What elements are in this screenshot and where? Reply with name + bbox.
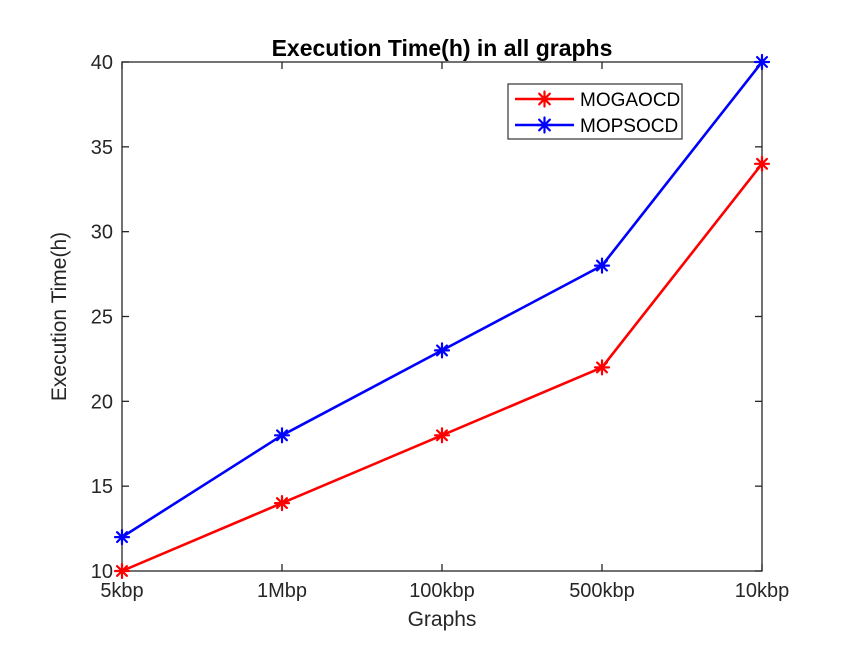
marker-asterisk-mopsocd: [433, 342, 451, 359]
legend: MOGAOCD MOPSOCD: [507, 83, 683, 140]
series-line-mogaocd: [121, 162, 764, 573]
y-tick-label-20: 20: [91, 391, 113, 413]
marker-asterisk-mopsocd: [593, 257, 611, 274]
x-axis-label: Graphs: [408, 608, 477, 631]
marker-asterisk-mogaocd: [113, 562, 131, 580]
marker-asterisk-mogaocd: [433, 427, 451, 444]
legend-label-mogaocd: MOGAOCD: [580, 90, 680, 111]
legend-entry-mogaocd: MOGAOCD: [515, 90, 680, 111]
chart-title: Execution Time(h) in all graphs: [272, 35, 613, 61]
marker-asterisk-mopsocd: [273, 427, 291, 444]
marker-asterisk-mopsocd: [113, 529, 131, 546]
y-tick-label-15: 15: [91, 476, 113, 498]
y-tick-label-10: 10: [91, 561, 113, 583]
y-tick-label-25: 25: [91, 307, 113, 329]
marker-asterisk-mogaocd: [593, 359, 611, 376]
x-tick-label-5kbp: 5kbp: [100, 580, 143, 602]
legend-box: [507, 83, 683, 140]
x-tick-label-500kbp: 500kbp: [569, 580, 635, 602]
marker-asterisk-mopsocd: [753, 53, 771, 71]
legend-entry-mopsocd: MOPSOCD: [515, 116, 678, 137]
marker-asterisk-mogaocd: [753, 155, 771, 172]
y-tick-label-35: 35: [91, 137, 113, 159]
x-tick-label-10kbp: 10kbp: [735, 580, 790, 602]
y-tick-label-40: 40: [91, 52, 113, 74]
legend-label-mopsocd: MOPSOCD: [580, 116, 678, 137]
y-axis-label: Execution Time(h): [48, 232, 71, 401]
marker-asterisk-mogaocd: [273, 495, 291, 512]
x-tick-label-1Mbp: 1Mbp: [257, 580, 307, 602]
legend-marker-asterisk-mogaocd: [535, 90, 554, 108]
x-tick-label-100kbp: 100kbp: [409, 580, 475, 602]
legend-marker-asterisk-mopsocd: [535, 116, 554, 134]
y-tick-label-30: 30: [91, 222, 113, 244]
